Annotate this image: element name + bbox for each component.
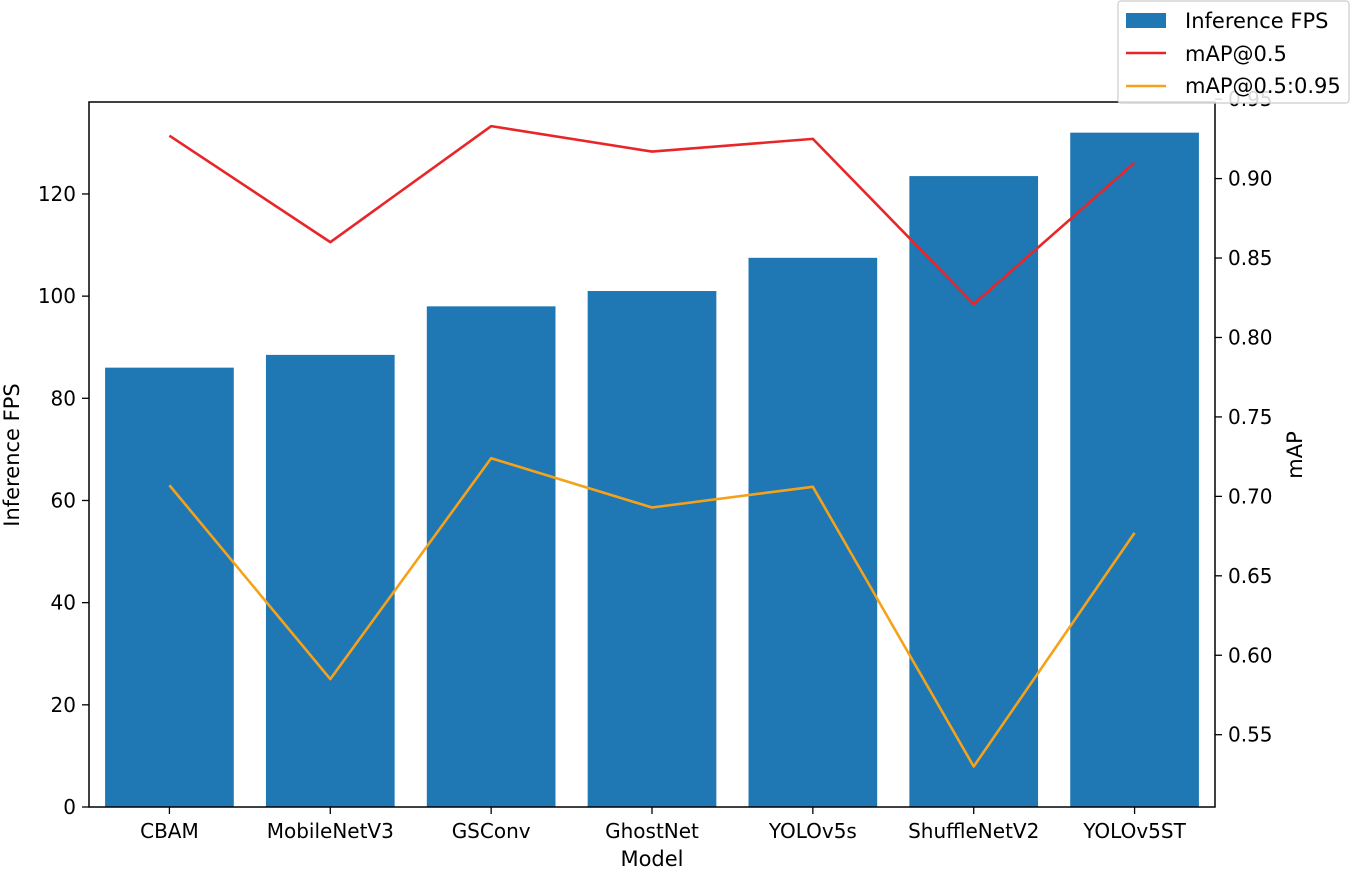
chart: CBAM MobileNetV3 GSConv GhostNet YOLOv5s Shuf… (0, 0, 1355, 870)
y2-axis-title: mAP (1283, 431, 1307, 479)
x-tick-label: GhostNet (605, 819, 699, 843)
legend-label-fps: Inference FPS (1185, 9, 1328, 33)
x-tick-label: MobileNetV3 (267, 819, 394, 843)
bar-ghostnet (588, 291, 717, 807)
x-tick-label: CBAM (140, 819, 199, 843)
y2-tick-label: 0.65 (1228, 564, 1273, 588)
y2-tick-label: 0.85 (1228, 246, 1273, 270)
y-tick-label: 20 (51, 693, 76, 717)
bar-shufflenetv2 (909, 176, 1038, 807)
y-axis-title: Inference FPS (0, 383, 24, 526)
bar-yolov5s (749, 258, 878, 807)
y2-tick-label: 0.75 (1228, 405, 1273, 429)
legend-label-map50: mAP@0.5 (1185, 42, 1287, 66)
y2-tick-label: 0.70 (1228, 484, 1273, 508)
y2-tick-label: 0.90 (1228, 167, 1273, 191)
y2-tick-label: 0.60 (1228, 643, 1273, 667)
x-tick-label: YOLOv5s (768, 819, 857, 843)
bar-gsconv (427, 306, 556, 807)
y-tick-label: 60 (51, 488, 76, 512)
legend: Inference FPS mAP@0.5 mAP@0.5:0.95 (1118, 1, 1349, 103)
y-tick-label: 100 (38, 284, 76, 308)
y-tick-label: 40 (51, 591, 76, 615)
x-tick-label: GSConv (452, 819, 531, 843)
y-tick-label: 120 (38, 182, 76, 206)
x-axis-title: Model (620, 847, 683, 870)
y-tick-label: 0 (63, 795, 76, 819)
x-tick-label: ShuffleNetV2 (908, 819, 1039, 843)
bar-mobilenetv3 (266, 355, 395, 807)
legend-label-map50-95: mAP@0.5:0.95 (1185, 74, 1341, 98)
legend-swatch-fps (1126, 13, 1166, 28)
x-tick-label: YOLOv5ST (1082, 819, 1186, 843)
bar-cbam (105, 368, 234, 807)
y2-tick-label: 0.80 (1228, 325, 1273, 349)
y-tick-label: 80 (51, 386, 76, 410)
y2-tick-label: 0.55 (1228, 723, 1273, 747)
bar-yolov5st (1070, 133, 1199, 807)
